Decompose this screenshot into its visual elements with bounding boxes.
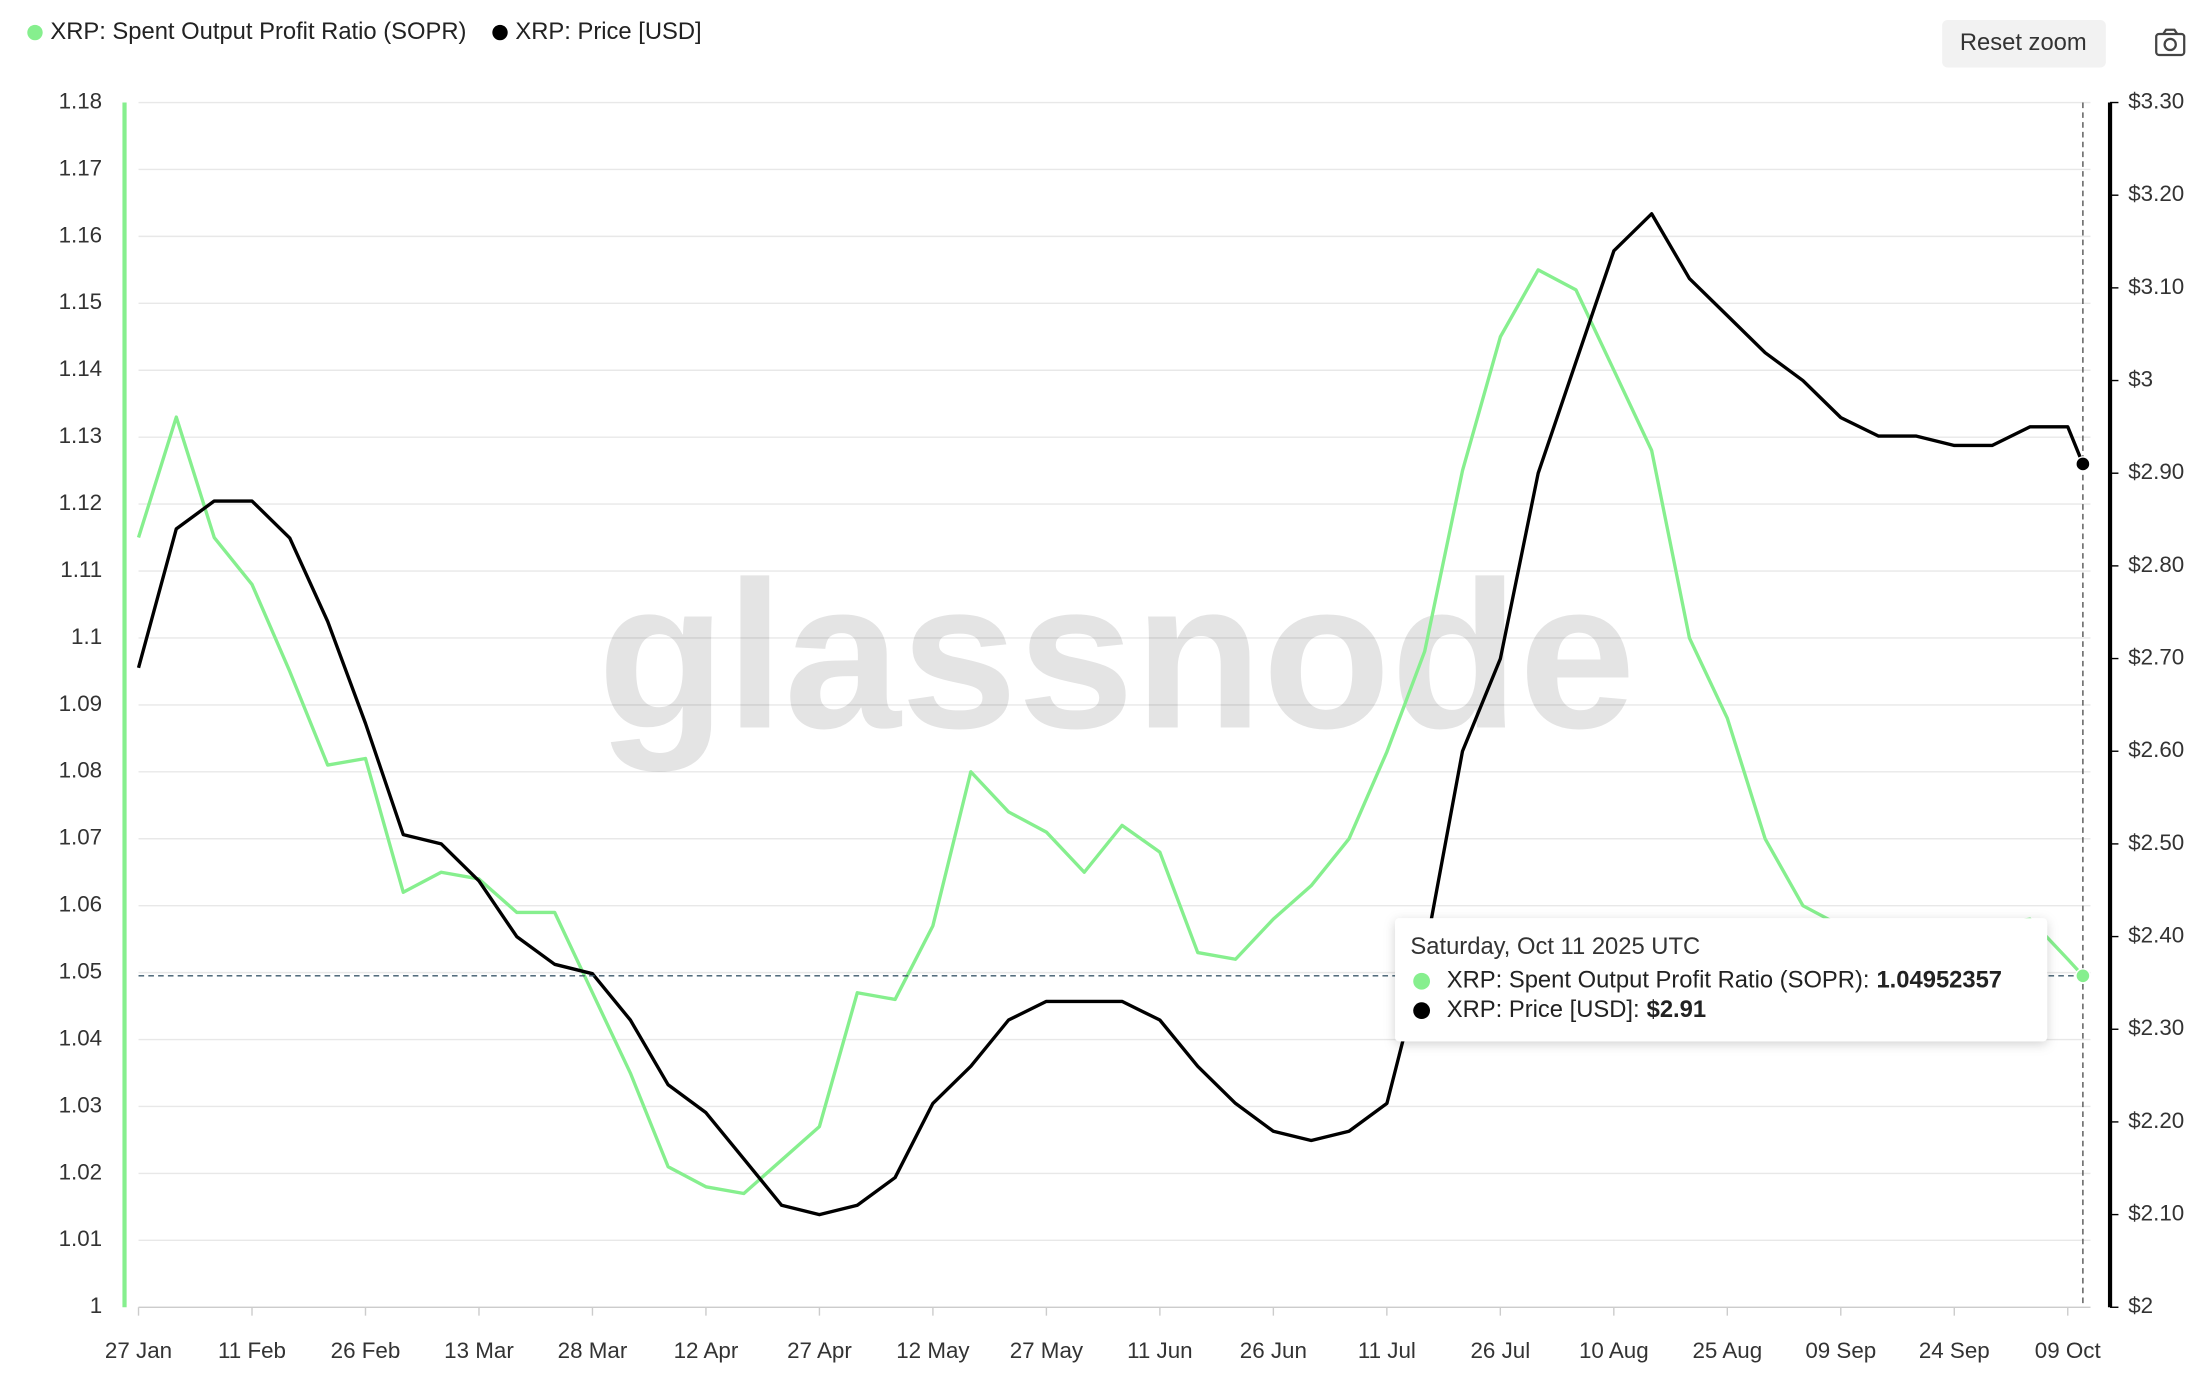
x-tick-label: 27 May — [1010, 1338, 1084, 1363]
hover-point — [2075, 456, 2091, 472]
x-tick-label: 26 Jun — [1240, 1338, 1307, 1363]
legend: XRP: Spent Output Profit Ratio (SOPR) XRP… — [27, 18, 702, 45]
y2-tick-label: $2.10 — [2128, 1200, 2184, 1225]
legend-label: XRP: Price [USD] — [515, 18, 701, 45]
y2-tick-label: $2.30 — [2128, 1015, 2184, 1040]
tooltip-value: 1.04952357 — [1876, 967, 2002, 994]
x-tick-label: 12 Apr — [674, 1338, 739, 1363]
y2-tick-label: $3.10 — [2128, 274, 2184, 299]
tooltip-value: $2.91 — [1647, 996, 1706, 1023]
tooltip-box — [1395, 918, 2048, 1042]
y-tick-label: 1.01 — [59, 1226, 103, 1251]
y2-tick-label: $2.90 — [2128, 459, 2184, 484]
y-tick-label: 1.04 — [59, 1025, 103, 1050]
reset-zoom-button[interactable] — [1942, 19, 2106, 68]
x-tick-label: 09 Oct — [2035, 1338, 2102, 1363]
y-tick-label: 1.02 — [59, 1159, 103, 1184]
series-line — [136, 268, 2085, 1196]
tooltip-label: XRP: Price [USD]: — [1447, 996, 1640, 1023]
hover-point — [2075, 968, 2091, 984]
y-tick-label: 1.13 — [59, 423, 103, 448]
y2-tick-label: $2.40 — [2128, 922, 2184, 947]
x-tick-label: 26 Feb — [331, 1338, 401, 1363]
x-tick-label: 26 Jul — [1470, 1338, 1530, 1363]
y-tick-label: 1.08 — [59, 758, 103, 783]
tooltip: Saturday, Oct 11 2025 UTC XRP: Spent Outp… — [1395, 918, 2048, 1042]
y-tick-label: 1.09 — [59, 691, 103, 716]
x-tick-label: 11 Jun — [1127, 1338, 1193, 1363]
x-tick-label: 27 Apr — [787, 1338, 852, 1363]
legend-marker — [27, 24, 43, 41]
y-tick-label: 1.15 — [59, 289, 103, 314]
y2-tick-label: $3.30 — [2128, 88, 2184, 113]
y2-tick-label: $2.50 — [2128, 830, 2184, 855]
y2-tick-label: $2.80 — [2128, 552, 2184, 577]
camera-icon[interactable] — [2155, 28, 2186, 57]
tooltip-marker — [1413, 972, 1431, 990]
y-tick-label: 1.05 — [59, 959, 103, 984]
x-tick-label: 10 Aug — [1579, 1338, 1649, 1363]
x-tick-label: 09 Sep — [1805, 1338, 1876, 1363]
plot — [136, 102, 2091, 1308]
y2-tick-label: $2.20 — [2128, 1108, 2184, 1133]
y2-tick-label: $2.70 — [2128, 644, 2184, 669]
y-tick-label: 1.16 — [59, 222, 103, 247]
y2-tick-label: $3.20 — [2128, 181, 2184, 206]
y-tick-label: 1.03 — [59, 1092, 103, 1117]
x-tick-label: 11 Feb — [218, 1338, 286, 1363]
x-tick-label: 28 Mar — [558, 1338, 628, 1363]
tooltip-title: Saturday, Oct 11 2025 UTC — [1410, 933, 1700, 960]
y-tick-label: 1.07 — [59, 825, 103, 850]
x-tick-label: 25 Aug — [1692, 1338, 1762, 1363]
y2-tick-label: $2.60 — [2128, 737, 2184, 762]
tooltip-marker — [1413, 1002, 1431, 1020]
x-tick-label: 11 Jul — [1358, 1338, 1416, 1363]
y2-tick-label: $3 — [2128, 366, 2153, 391]
y-tick-label: 1 — [90, 1293, 102, 1318]
legend-marker — [492, 24, 508, 41]
x-tick-label: 12 May — [896, 1338, 970, 1363]
series-line — [136, 212, 2085, 1217]
y-tick-label: 1.18 — [59, 88, 103, 113]
grid: 1 1.01 1.02 1.03 1.04 1.05 1.06 1.07 1.08 1.09 1.1… — [59, 88, 2185, 1363]
x-tick-label: 24 Sep — [1919, 1338, 1990, 1363]
y-tick-label: 1.14 — [59, 356, 103, 381]
y-tick-label: 1.06 — [59, 892, 103, 917]
y-tick-label: 1.17 — [59, 155, 103, 180]
tooltip-label: XRP: Spent Output Profit Ratio (SOPR): — [1447, 967, 1870, 994]
y-tick-label: 1.12 — [59, 490, 103, 515]
x-tick-label: 27 Jan — [105, 1338, 172, 1363]
legend-label: XRP: Spent Output Profit Ratio (SOPR) — [50, 18, 466, 45]
y2-tick-label: $2 — [2128, 1293, 2153, 1318]
x-tick-label: 13 Mar — [444, 1338, 514, 1363]
watermark: glassnode — [598, 538, 1636, 772]
reset-zoom-label[interactable]: Reset zoom — [1960, 29, 2087, 56]
y-tick-label: 1.1 — [71, 624, 102, 649]
y-tick-label: 1.11 — [60, 557, 102, 582]
